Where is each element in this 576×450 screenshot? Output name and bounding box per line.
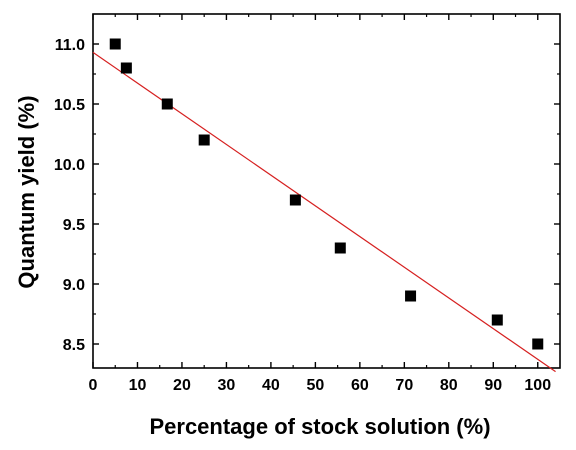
data-point — [198, 134, 210, 146]
data-point — [120, 62, 132, 74]
data-point — [109, 38, 121, 50]
data-point — [289, 194, 301, 206]
data-point — [491, 314, 503, 326]
x-tick-label: 0 — [89, 377, 98, 394]
x-tick-label: 60 — [351, 377, 369, 394]
x-axis-title: Percentage of stock solution (%) — [149, 414, 490, 439]
x-tick-label: 70 — [395, 377, 413, 394]
data-point — [532, 338, 544, 350]
y-tick-label: 8.5 — [63, 337, 85, 354]
plot-frame — [92, 13, 561, 369]
y-tick-label: 11.0 — [55, 37, 85, 54]
plot-border — [92, 13, 561, 369]
x-tick-label: 100 — [524, 377, 551, 394]
x-tick-label: 10 — [129, 377, 147, 394]
x-axis-ticks: 0 10 20 30 40 50 60 70 80 90 100 — [89, 14, 551, 394]
data-point — [161, 98, 173, 110]
y-axis-title: Quantum yield (%) — [14, 95, 39, 288]
data-points — [109, 38, 544, 350]
x-tick-label: 80 — [440, 377, 458, 394]
y-tick-label: 9.0 — [63, 277, 85, 294]
y-tick-label: 10.5 — [54, 97, 85, 114]
x-tick-label: 90 — [484, 377, 502, 394]
x-tick-label: 20 — [173, 377, 191, 394]
x-tick-label: 30 — [218, 377, 236, 394]
x-tick-label: 50 — [306, 377, 324, 394]
y-axis-ticks: 8.5 9.0 9.5 10.0 10.5 11.0 — [54, 37, 560, 354]
x-tick-label: 40 — [262, 377, 280, 394]
y-tick-label: 9.5 — [63, 217, 85, 234]
y-tick-label: 10.0 — [54, 157, 85, 174]
data-point — [405, 290, 417, 302]
data-point — [334, 242, 346, 254]
